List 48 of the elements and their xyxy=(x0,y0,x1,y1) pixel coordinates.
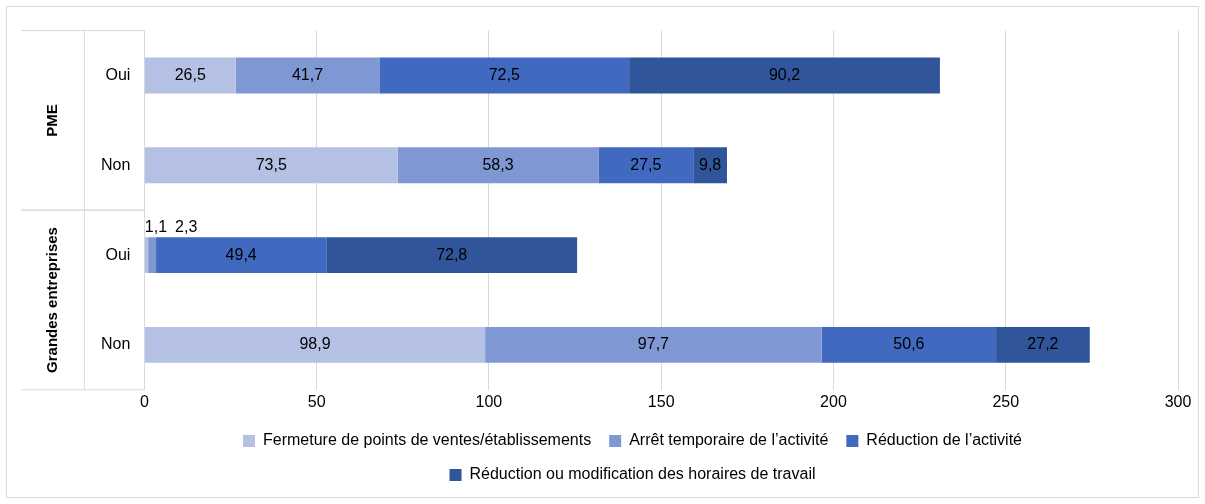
bar xyxy=(148,237,157,274)
x-tick-label: 100 xyxy=(475,392,503,410)
data-label: 58,3 xyxy=(482,155,514,173)
bar xyxy=(485,326,822,363)
bar xyxy=(397,147,599,184)
bar xyxy=(144,57,236,94)
bar xyxy=(235,57,380,94)
x-tick-label: 300 xyxy=(1164,392,1192,410)
data-label: 1,1 xyxy=(144,217,168,235)
bar xyxy=(821,326,997,363)
bar xyxy=(379,57,630,94)
data-label: 97,7 xyxy=(637,335,670,353)
data-label: 90,2 xyxy=(768,65,801,83)
data-label: 49,4 xyxy=(225,245,257,263)
bar xyxy=(629,57,940,94)
data-label: 72,8 xyxy=(436,245,468,263)
bar xyxy=(996,326,1090,363)
data-label: 98,9 xyxy=(299,335,331,353)
data-label: 41,7 xyxy=(291,65,324,83)
bar xyxy=(326,237,578,274)
legend-label: Arrêt temporaire de l’activité xyxy=(629,431,829,449)
y-tick-label: Non xyxy=(100,335,131,353)
data-label: 9,8 xyxy=(698,155,722,173)
text: PME xyxy=(42,104,60,137)
x-tick-label: 150 xyxy=(647,392,675,410)
legend-label: Réduction ou modification des horaires de travail xyxy=(469,465,816,483)
data-label: 27,5 xyxy=(630,155,662,173)
y-tick-label: Non xyxy=(100,155,131,173)
bar xyxy=(144,237,149,274)
y-tick-label: Oui xyxy=(105,65,131,83)
x-tick-label: 200 xyxy=(820,392,847,410)
data-label: 27,2 xyxy=(1027,335,1059,353)
data-label: 73,5 xyxy=(255,155,287,173)
bar xyxy=(144,326,486,363)
data-label: 72,5 xyxy=(488,65,520,83)
text: Grandes entreprises xyxy=(42,227,60,373)
bar xyxy=(144,147,398,184)
legend-label: Fermeture de points de ventes/établissements xyxy=(263,431,592,449)
data-label: 50,6 xyxy=(893,335,925,353)
legend-label: Réduction de l’activité xyxy=(866,431,1023,449)
x-tick-label: 250 xyxy=(992,392,1020,410)
bar xyxy=(156,237,327,274)
bar xyxy=(598,147,694,184)
data-label: 26,5 xyxy=(174,65,206,83)
y-tick-label: Oui xyxy=(105,245,131,263)
x-tick-label: 0 xyxy=(139,392,149,410)
x-tick-label: 50 xyxy=(307,392,326,410)
data-label: 2,3 xyxy=(175,217,198,235)
